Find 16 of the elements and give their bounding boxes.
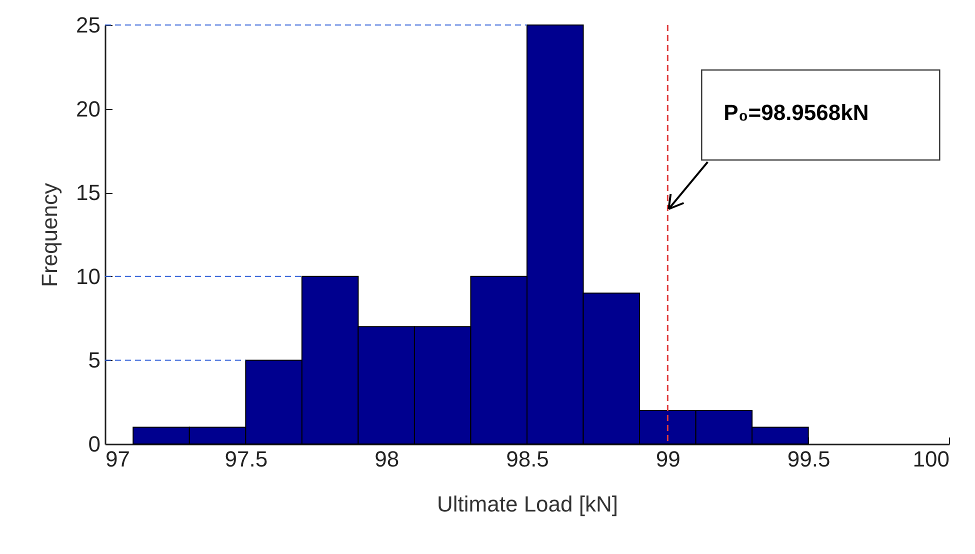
x-axis-title: Ultimate Load [kN]	[437, 492, 618, 516]
y-axis-title: Frequency	[37, 183, 62, 287]
y-tick-label: 5	[88, 348, 100, 373]
x-tick-label: 97.5	[224, 446, 268, 472]
x-tick-label: 100	[912, 446, 950, 472]
y-tick-label: 10	[76, 264, 100, 289]
y-tick-label: 15	[76, 180, 100, 206]
annotation: P₀=98.9568kN	[724, 100, 869, 125]
x-tick-label: 99	[656, 446, 680, 472]
y-tick-label: 25	[76, 12, 100, 38]
x-tick-label: 99.5	[787, 446, 830, 472]
x-tick-label: 98	[374, 446, 400, 472]
y-tick-label: 0	[88, 432, 100, 456]
x-tick-label: 98.5	[506, 446, 549, 472]
y-tick-label: 20	[76, 96, 100, 122]
x-tick-label: 97	[106, 446, 130, 472]
